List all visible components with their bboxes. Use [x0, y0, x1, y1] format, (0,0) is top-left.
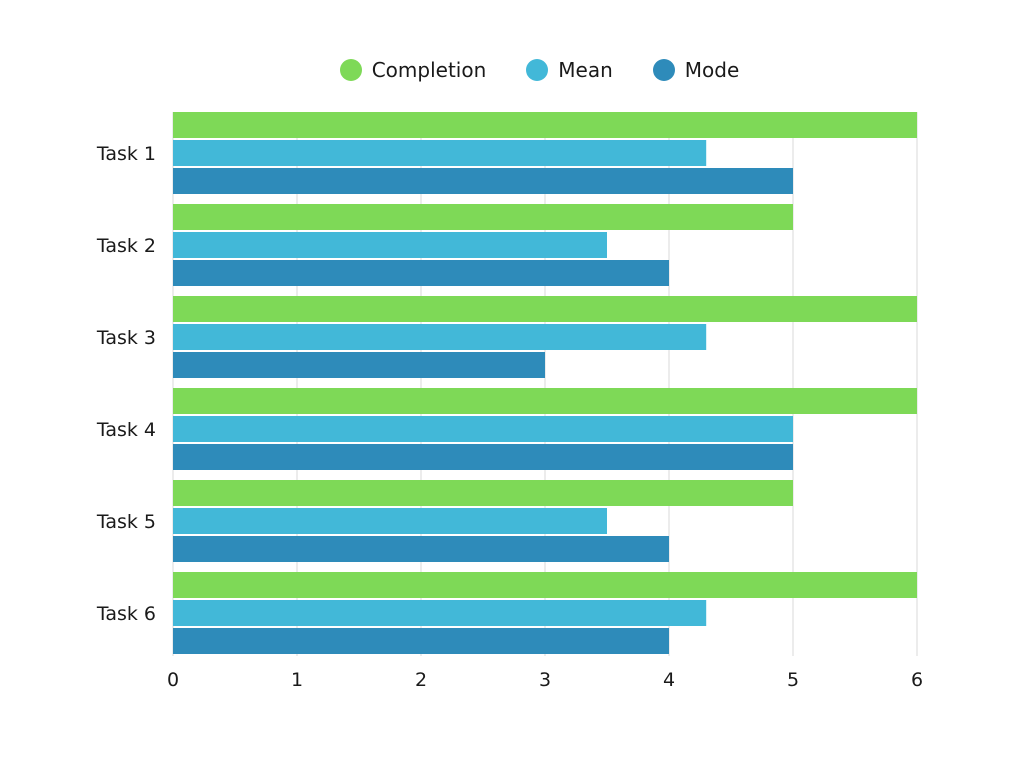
bar-mean-2 — [173, 232, 607, 258]
legend-swatch — [526, 59, 549, 81]
category-label: Task 6 — [96, 603, 156, 625]
x-tick-label: 3 — [539, 669, 551, 691]
bar-mean-5 — [173, 508, 607, 534]
bar-mode-6 — [173, 628, 669, 654]
bar-completion-3 — [173, 296, 917, 322]
bar-completion-4 — [173, 388, 917, 414]
bar-mean-1 — [173, 140, 707, 166]
bar-completion-1 — [173, 112, 917, 138]
bar-mode-5 — [173, 536, 669, 562]
x-tick-label: 4 — [663, 669, 675, 691]
x-tick-label: 6 — [911, 669, 923, 691]
x-tick-label: 2 — [415, 669, 427, 691]
legend-swatch — [339, 59, 362, 81]
legend-label: Completion — [371, 58, 487, 82]
category-label: Task 1 — [96, 143, 156, 165]
bar-completion-2 — [173, 204, 793, 230]
bar-completion-5 — [173, 480, 793, 506]
bar-mean-4 — [173, 416, 793, 442]
legend-item: Completion — [339, 58, 487, 82]
legend-swatch — [652, 59, 675, 81]
bar-mode-2 — [173, 260, 669, 286]
bar-mean-3 — [173, 324, 707, 350]
bar-mode-4 — [173, 444, 793, 470]
x-tick-label: 1 — [291, 669, 303, 691]
legend-label: Mean — [558, 58, 613, 82]
bar-mean-6 — [173, 600, 707, 626]
legend-label: Mode — [684, 58, 740, 82]
bar-mode-1 — [173, 168, 793, 194]
bar-completion-6 — [173, 572, 917, 598]
legend-item: Mean — [526, 58, 613, 82]
x-tick-label: 5 — [787, 669, 799, 691]
legend-item: Mode — [652, 58, 740, 82]
legend: Completion Mean Mode — [0, 58, 1024, 82]
bar-mode-3 — [173, 352, 545, 378]
category-label: Task 2 — [96, 235, 156, 257]
axis-labels: 0 1 2 3 4 5 6 Task 1 Task 2 Task 3 Task 4 Task 5 Tas… — [96, 143, 923, 691]
category-label: Task 4 — [96, 419, 156, 441]
category-label: Task 3 — [96, 327, 156, 349]
x-tick-label: 0 — [167, 669, 179, 691]
category-label: Task 5 — [96, 511, 156, 533]
grid-lines — [172, 112, 918, 656]
bars — [173, 112, 917, 654]
